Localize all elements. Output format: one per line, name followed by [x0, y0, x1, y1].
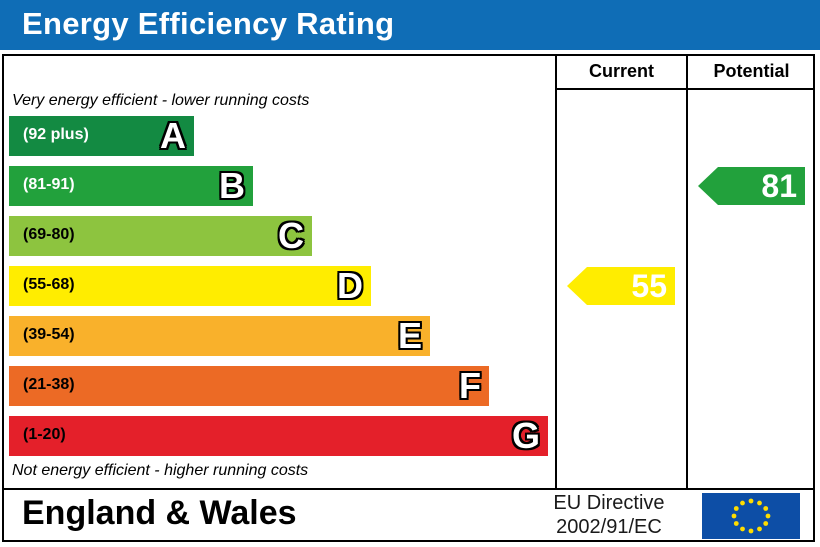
eu-star	[740, 526, 745, 532]
divider-potential	[686, 54, 688, 490]
header-rule	[555, 88, 815, 90]
directive-line-2: 2002/91/EC	[556, 516, 662, 538]
band-letter-label: F	[459, 365, 481, 406]
band-range-label: (69-80)	[23, 226, 75, 243]
note-efficient: Very energy efficient - lower running co…	[12, 92, 310, 109]
potential-rating-arrow: 81	[698, 167, 805, 205]
band-letter-label: C	[278, 215, 304, 256]
eu-star	[748, 528, 754, 534]
current-rating-arrow-value: 55	[631, 268, 667, 304]
band-d: (55-68) D	[9, 266, 371, 306]
directive-line-1: EU Directive	[553, 492, 665, 514]
band-b: (81-91) B	[9, 166, 253, 206]
current-rating-arrow: 55	[567, 267, 675, 305]
band-letter-label: D	[337, 265, 363, 306]
band-letter-label: A	[160, 115, 186, 156]
band-f: (21-38) F	[9, 366, 489, 406]
potential-rating-arrow-value: 81	[761, 168, 797, 204]
region-label: England & Wales	[22, 494, 297, 532]
footer-rule	[2, 488, 815, 490]
band-range-label: (81-91)	[23, 176, 75, 193]
band-range-label: (39-54)	[23, 326, 75, 343]
eu-star	[757, 526, 762, 532]
band-range-label: (1-20)	[23, 426, 66, 443]
note-inefficient: Not energy efficient - higher running co…	[12, 462, 309, 479]
band-letter-label: G	[511, 415, 540, 456]
potential-rating-arrow-shape	[698, 167, 805, 205]
eu-star	[765, 513, 771, 519]
eu-star	[763, 506, 769, 511]
band-letter-label: E	[397, 315, 422, 356]
band-range-label: (55-68)	[23, 276, 75, 293]
divider-current	[555, 54, 557, 490]
band-g: (1-20) G	[9, 416, 548, 456]
eu-star	[748, 498, 754, 504]
eu-star	[757, 500, 762, 506]
eu-flag-icon	[702, 493, 800, 539]
chart-title: Energy Efficiency Rating	[22, 6, 395, 41]
column-header-potential: Potential	[713, 61, 790, 81]
band-range-label: (92 plus)	[23, 126, 89, 143]
band-letter-label: B	[219, 165, 245, 206]
band-a: (92 plus) A	[9, 116, 194, 156]
column-header-current: Current	[588, 61, 654, 81]
band-range-label: (21-38)	[23, 376, 75, 393]
current-rating-arrow-shape	[567, 267, 675, 305]
eu-star	[731, 513, 737, 519]
eu-star	[740, 500, 745, 506]
band-c: (69-80) C	[9, 216, 312, 256]
eu-star	[733, 506, 739, 511]
eu-star	[763, 521, 769, 526]
band-e: (39-54) E	[9, 316, 430, 356]
eu-star	[733, 521, 739, 526]
chart-frame	[2, 54, 815, 542]
title-bar: Energy Efficiency Rating	[0, 0, 820, 50]
